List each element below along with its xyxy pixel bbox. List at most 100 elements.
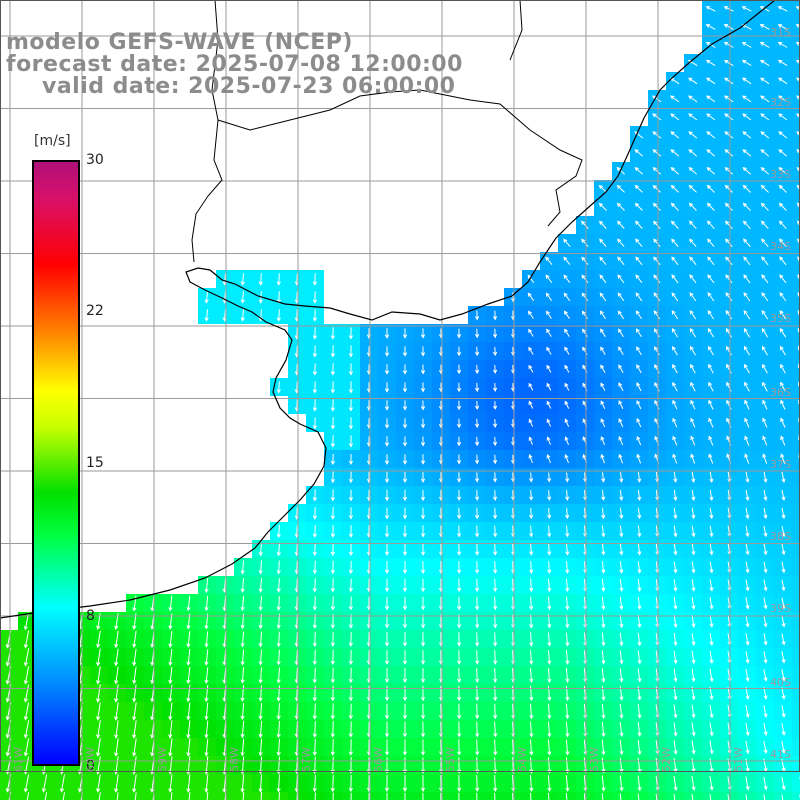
wind-arrow xyxy=(725,274,733,284)
wind-arrow xyxy=(781,741,786,754)
wind-arrow xyxy=(420,667,426,684)
wind-arrow xyxy=(493,721,498,738)
wind-arrow xyxy=(545,256,553,266)
wind-speed-cell xyxy=(774,792,792,800)
wind-speed-cell xyxy=(54,792,72,800)
wind-arrow xyxy=(186,720,191,739)
wind-arrow xyxy=(763,507,768,520)
wind-arrow xyxy=(763,597,768,610)
wind-arrow xyxy=(635,220,643,229)
wind-arrow xyxy=(619,775,624,792)
wind-arrow xyxy=(565,561,570,574)
colorbar-tick-30: 30 xyxy=(86,152,104,168)
wind-arrow xyxy=(601,472,606,483)
wind-speed-cell xyxy=(792,630,800,648)
wind-arrow xyxy=(760,202,769,211)
wind-speed-cell xyxy=(792,234,800,252)
wind-arrow xyxy=(600,346,606,355)
wind-arrow xyxy=(635,292,643,302)
wind-arrow xyxy=(276,560,281,575)
wind-arrow xyxy=(763,543,768,556)
wind-arrow xyxy=(547,667,552,684)
wind-arrow xyxy=(545,292,553,301)
wind-arrow xyxy=(564,382,570,391)
wind-arrow xyxy=(706,220,715,230)
wind-speed-cell xyxy=(792,324,800,342)
wind-arrow xyxy=(636,400,642,410)
wind-speed-cell xyxy=(792,666,800,684)
wind-arrow xyxy=(546,310,552,319)
wind-arrow xyxy=(384,578,390,593)
wind-arrow xyxy=(745,722,750,737)
valid-date: valid date: 2025-07-23 06:00:00 xyxy=(42,74,456,99)
wind-arrow xyxy=(745,561,750,574)
wind-arrow xyxy=(781,579,786,592)
wind-arrow xyxy=(709,633,714,646)
wind-arrow xyxy=(779,238,787,248)
wind-arrow xyxy=(743,274,751,284)
wind-speed-cell xyxy=(792,306,800,324)
wind-arrow xyxy=(384,382,390,393)
wind-arrow xyxy=(96,648,101,667)
wind-speed-cell xyxy=(792,378,800,396)
wind-arrow xyxy=(456,489,462,502)
wind-arrow xyxy=(114,666,119,685)
wind-arrow xyxy=(402,561,408,575)
wind-arrow xyxy=(673,525,678,538)
wind-arrow xyxy=(619,596,624,611)
wind-arrow xyxy=(314,792,316,800)
wind-arrow xyxy=(456,703,462,720)
wind-arrow xyxy=(781,723,786,736)
wind-arrow xyxy=(312,542,317,557)
wind-arrow xyxy=(708,399,714,410)
wind-arrow xyxy=(204,291,209,304)
wind-arrow xyxy=(330,471,336,484)
wind-arrow xyxy=(707,256,715,266)
wind-arrow xyxy=(708,453,714,464)
wind-arrow xyxy=(402,721,408,738)
wind-arrow xyxy=(691,776,696,791)
wind-arrow xyxy=(529,561,534,574)
wind-arrow xyxy=(760,220,769,230)
wind-arrow xyxy=(673,561,678,574)
wind-arrow xyxy=(781,687,786,700)
lat-label-41s: 41S xyxy=(770,748,791,761)
wind-arrow xyxy=(240,631,245,648)
wind-speed-cell xyxy=(684,792,702,800)
wind-arrow xyxy=(781,651,786,664)
wind-arrow xyxy=(493,667,498,684)
wind-arrow xyxy=(276,596,281,611)
wind-arrow xyxy=(114,720,119,739)
wind-arrow xyxy=(186,631,191,648)
wind-arrow xyxy=(204,774,209,793)
wind-arrow xyxy=(492,454,498,465)
wind-arrow xyxy=(474,418,480,429)
wind-arrow xyxy=(744,417,750,428)
wind-arrow xyxy=(258,685,263,702)
lat-label-33s: 33S xyxy=(770,168,791,181)
wind-arrow xyxy=(132,648,137,667)
wind-arrow xyxy=(547,757,552,774)
wind-arrow xyxy=(276,578,281,593)
wind-arrow xyxy=(186,684,191,703)
wind-arrow xyxy=(276,685,281,702)
wind-arrow xyxy=(529,721,534,738)
wind-arrow xyxy=(493,596,498,611)
wind-arrow xyxy=(779,256,787,266)
wind-arrow xyxy=(420,703,426,720)
wind-arrow xyxy=(601,703,606,720)
wind-arrow xyxy=(276,649,281,666)
wind-arrow xyxy=(563,274,571,284)
wind-arrow xyxy=(528,310,534,319)
wind-arrow xyxy=(475,721,480,738)
wind-arrow xyxy=(744,399,750,410)
wind-arrow xyxy=(476,792,478,800)
wind-arrow xyxy=(402,418,408,429)
wind-arrow xyxy=(456,436,462,447)
wind-arrow xyxy=(456,472,462,483)
wind-arrow xyxy=(276,703,281,720)
wind-arrow xyxy=(618,400,624,410)
wind-arrow xyxy=(691,507,696,520)
wind-arrow xyxy=(240,595,245,612)
wind-arrow xyxy=(564,454,569,464)
